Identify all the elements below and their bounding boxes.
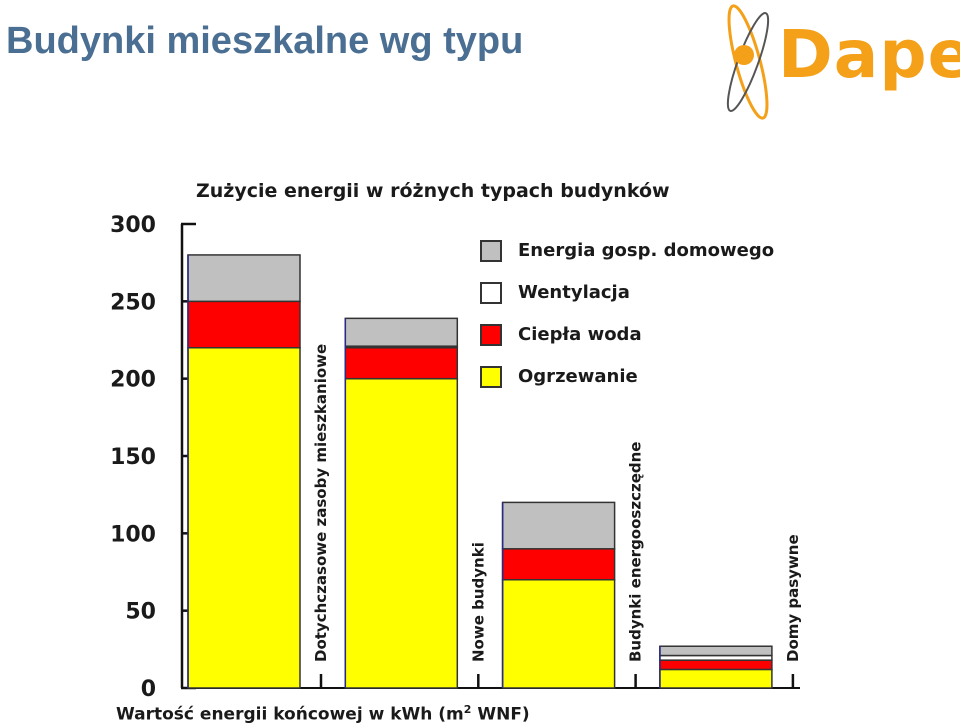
x-axis-label-tail: WNF) bbox=[471, 704, 530, 725]
y-tick-label-200: 200 bbox=[110, 368, 156, 393]
legend-swatch bbox=[480, 282, 502, 304]
legend-swatch bbox=[480, 324, 502, 346]
x-axis-label-main: Wartość energii końcowej w kWh (m bbox=[116, 704, 464, 725]
category-label-3: Domy pasywne bbox=[784, 534, 802, 662]
bar-segment-ogrzewanie-1 bbox=[344, 377, 459, 689]
bar-segment-ciep-a-woda-0 bbox=[187, 300, 301, 349]
bar-segment-ciep-a-woda-2 bbox=[501, 548, 616, 581]
y-tick-label-150: 150 bbox=[110, 445, 156, 470]
legend-label: Ogrzewanie bbox=[518, 366, 638, 387]
y-tick-label-100: 100 bbox=[110, 522, 156, 547]
y-tick-label-250: 250 bbox=[110, 290, 156, 315]
bar-segment-energia-gosp-domowego-1 bbox=[344, 317, 459, 347]
category-label-1: Nowe budynki bbox=[469, 542, 487, 662]
bar-segment-energia-gosp-domowego-3 bbox=[659, 645, 773, 657]
legend-swatch bbox=[480, 240, 502, 262]
x-axis-label: Wartość energii końcowej w kWh (m2 WNF) bbox=[116, 703, 530, 725]
bar-segment-ogrzewanie-3 bbox=[659, 668, 773, 689]
x-axis-label-sup: 2 bbox=[463, 703, 472, 716]
dape-logo bbox=[718, 0, 960, 128]
bar-segment-ciep-a-woda-1 bbox=[344, 346, 459, 380]
logo-text: Dape bbox=[778, 16, 960, 93]
bar-segment-energia-gosp-domowego-0 bbox=[187, 254, 301, 303]
y-tick-label-300: 300 bbox=[110, 213, 156, 238]
bar-segment-energia-gosp-domowego-2 bbox=[501, 501, 616, 550]
category-label-2: Budynki energooszczędne bbox=[627, 442, 645, 662]
bar-segment-ciep-a-woda-3 bbox=[659, 659, 773, 671]
legend-label: Ciepła woda bbox=[518, 324, 642, 345]
bar-segment-ogrzewanie-0 bbox=[187, 346, 301, 689]
legend-label: Energia gosp. domowego bbox=[518, 240, 775, 261]
y-tick-label-50: 50 bbox=[125, 600, 156, 625]
bar-segment-ogrzewanie-2 bbox=[501, 578, 616, 689]
legend-label: Wentylacja bbox=[518, 282, 630, 303]
chart-title: Zużycie energii w różnych typach budynkó… bbox=[196, 180, 670, 202]
y-tick-label-0: 0 bbox=[141, 677, 156, 702]
legend-swatch bbox=[480, 366, 502, 388]
slide-title: Budynki mieszkalne wg typu bbox=[6, 20, 524, 62]
category-label-0: Dotychczasowe zasoby mieszkaniowe bbox=[312, 344, 330, 662]
atom-orbit-icon bbox=[726, 4, 770, 120]
